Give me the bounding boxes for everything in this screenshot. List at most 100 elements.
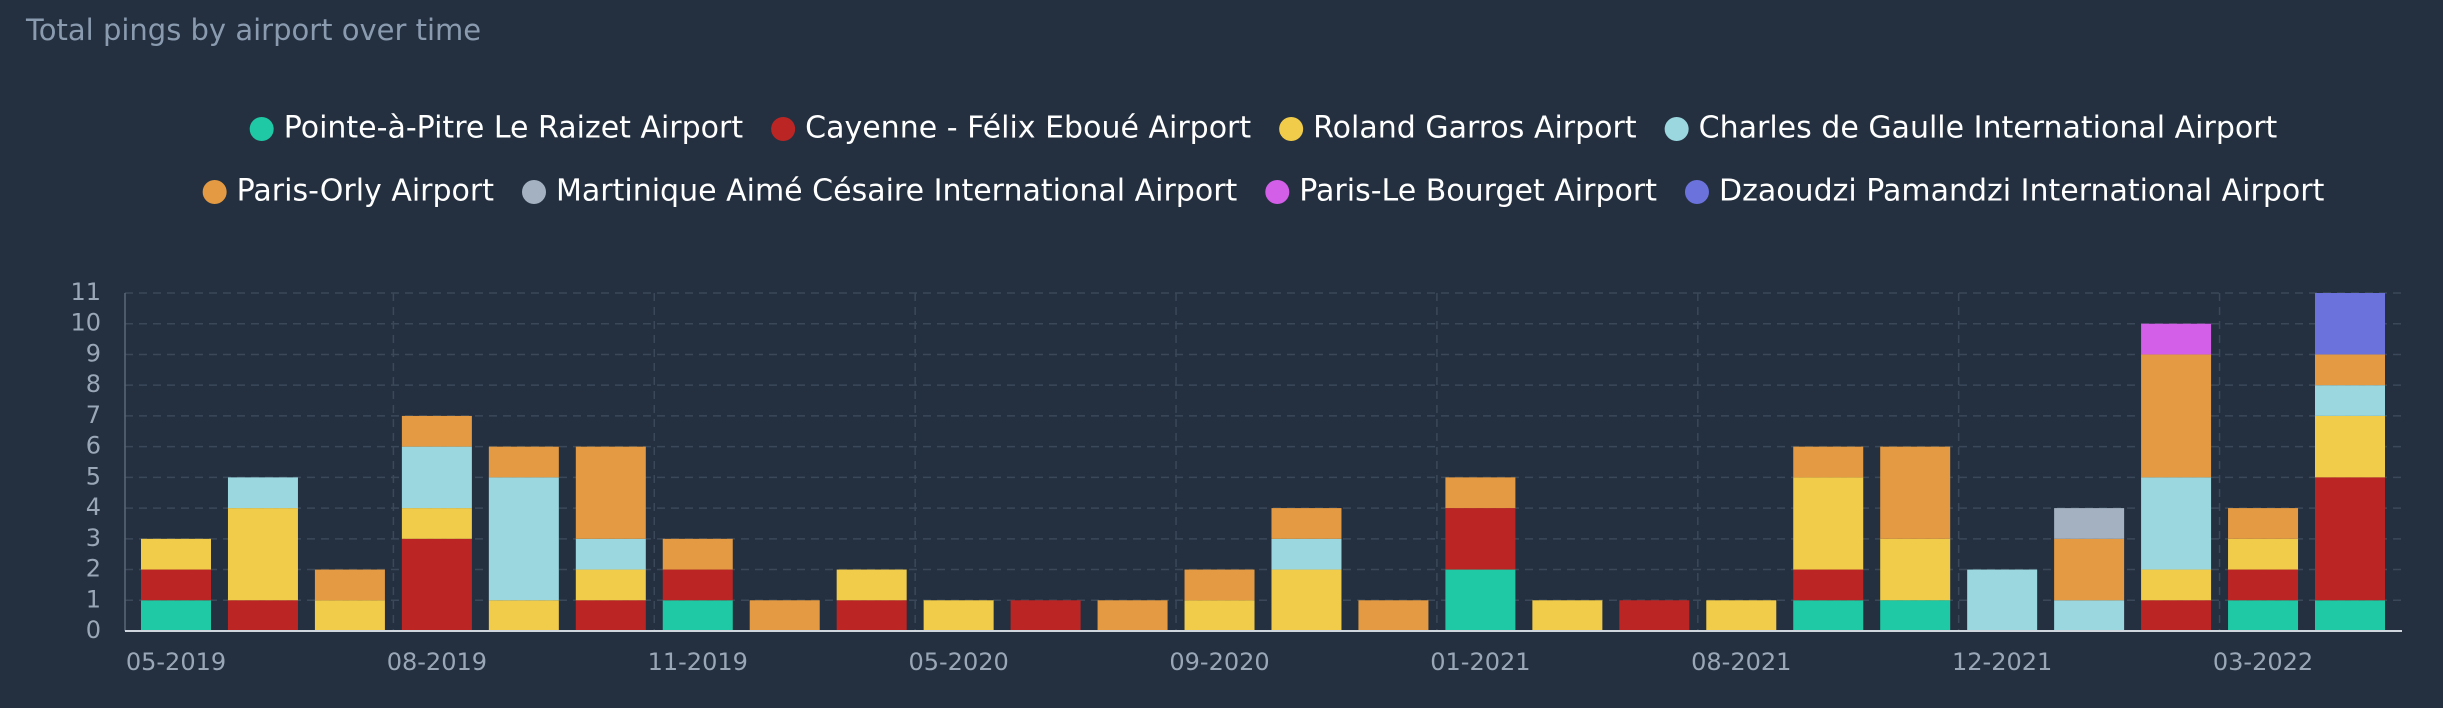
legend-marker: [1279, 117, 1304, 141]
legend-marker: [1684, 180, 1709, 204]
bar-segment: [662, 569, 733, 601]
legend-item[interactable]: Dzaoudzi Pamandzi International Airport: [1684, 174, 2325, 209]
x-tick-label: 08-2019: [387, 648, 487, 676]
bar-segment: [2228, 600, 2299, 631]
y-tick-label: 5: [86, 462, 101, 490]
legend-row: Pointe-à-Pitre Le Raizet Airport Cayenne …: [249, 111, 2278, 146]
bar-segment: [2141, 354, 2212, 478]
bar-segment: [1271, 538, 1342, 570]
bar-segment: [836, 569, 907, 601]
legend-item[interactable]: Paris-Orly Airport: [202, 174, 495, 209]
bar-segment: [1793, 569, 1864, 601]
y-tick-label: 8: [86, 370, 101, 398]
bar-segment: [662, 600, 733, 631]
bar-segment: [1706, 600, 1777, 631]
bar-segment: [1967, 569, 2038, 631]
legend-row: Paris-Orly Airport Martinique Aimé Césair…: [202, 174, 2325, 209]
legend-marker: [522, 180, 546, 204]
y-tick-label: 2: [86, 555, 101, 583]
legend-label: Paris-Le Bourget Airport: [1299, 174, 1657, 209]
bar-segment: [2315, 415, 2385, 478]
bar-segment: [1619, 600, 1690, 631]
bar-segment: [401, 538, 472, 631]
bar-segment: [401, 415, 472, 447]
bar-segment: [2141, 600, 2212, 631]
bar-segment: [575, 569, 646, 601]
bar-segment: [923, 600, 994, 631]
x-tick-label: 08-2021: [1691, 648, 1791, 676]
x-tick-label: 11-2019: [648, 648, 748, 676]
bar-segment: [749, 600, 820, 631]
legend-item[interactable]: Cayenne - Félix Eboué Airport: [771, 111, 1251, 146]
bar-segment: [1184, 600, 1255, 631]
bar-segment: [1793, 600, 1864, 631]
bar-segment: [575, 446, 646, 539]
bar-segment: [2141, 477, 2212, 570]
legend-marker: [771, 117, 796, 141]
bar-segment: [2054, 538, 2125, 601]
x-tick-label: 12-2021: [1952, 648, 2052, 676]
bar-segment: [227, 477, 298, 509]
legend-label: Dzaoudzi Pamandzi International Airport: [1719, 174, 2325, 209]
bar-segment: [488, 477, 559, 601]
bar-segment: [1793, 446, 1864, 478]
bar-segment: [2228, 508, 2299, 539]
legend-label: Cayenne - Félix Eboué Airport: [805, 111, 1251, 146]
legend-item[interactable]: Roland Garros Airport: [1279, 111, 1637, 146]
bar-segment: [1880, 600, 1951, 631]
y-tick-label: 11: [70, 278, 101, 306]
bar-segment: [314, 600, 385, 631]
y-tick-label: 4: [86, 493, 101, 521]
y-tick-label: 3: [86, 524, 101, 552]
bar-segment: [227, 600, 298, 631]
bar-segment: [488, 600, 559, 631]
bar-segment: [1532, 600, 1603, 631]
bar-segment: [1184, 569, 1255, 601]
legend-item[interactable]: Pointe-à-Pitre Le Raizet Airport: [249, 111, 744, 146]
bar-segment: [1880, 446, 1951, 539]
bar-segment: [1880, 538, 1951, 601]
chart-title: Total pings by airport over time: [25, 13, 481, 47]
bar-segment: [1793, 477, 1864, 570]
legend-item[interactable]: Paris-Le Bourget Airport: [1265, 174, 1657, 209]
bar-segment: [2141, 569, 2212, 601]
bar-segment: [836, 600, 907, 631]
bar-segment: [2315, 600, 2385, 631]
x-tick-label: 01-2021: [1430, 648, 1530, 676]
y-tick-label: 6: [86, 432, 101, 460]
legend-marker: [249, 117, 274, 141]
bar-segment: [575, 600, 646, 631]
bar-segment: [227, 508, 298, 601]
y-tick-label: 9: [86, 339, 101, 367]
bar-segment: [1358, 600, 1429, 631]
y-tick-label: 1: [86, 585, 101, 613]
bar-segment: [2315, 477, 2385, 601]
bar-segment: [314, 569, 385, 601]
bar-segment: [1445, 569, 1516, 631]
y-tick-label: 7: [86, 401, 101, 429]
bar-segment: [141, 600, 211, 631]
bar-segment: [401, 446, 472, 509]
bar-segment: [662, 538, 733, 570]
legend-marker: [1265, 180, 1290, 204]
legend-label: Charles de Gaulle International Airport: [1699, 111, 2278, 146]
legend-item[interactable]: Martinique Aimé Césaire International Ai…: [522, 174, 1238, 209]
bar-segment: [2054, 600, 2125, 631]
y-tick-label: 10: [70, 309, 101, 337]
bar-segment: [1271, 508, 1342, 539]
legend-label: Pointe-à-Pitre Le Raizet Airport: [284, 111, 744, 146]
x-tick-label: 09-2020: [1169, 648, 1269, 676]
bar-segment: [141, 538, 211, 570]
bar-segment: [2315, 385, 2385, 416]
bar-segment: [2228, 538, 2299, 570]
legend-label: Martinique Aimé Césaire International Ai…: [556, 174, 1238, 209]
bar-segment: [1445, 508, 1516, 570]
bar-segment: [2315, 354, 2385, 386]
x-tick-label: 05-2020: [908, 648, 1008, 676]
bar-segment: [488, 446, 559, 478]
legend-marker: [202, 180, 227, 204]
bar-segment: [1010, 600, 1081, 631]
legend-item[interactable]: Charles de Gaulle International Airport: [1664, 111, 2278, 146]
bar-segment: [575, 538, 646, 570]
